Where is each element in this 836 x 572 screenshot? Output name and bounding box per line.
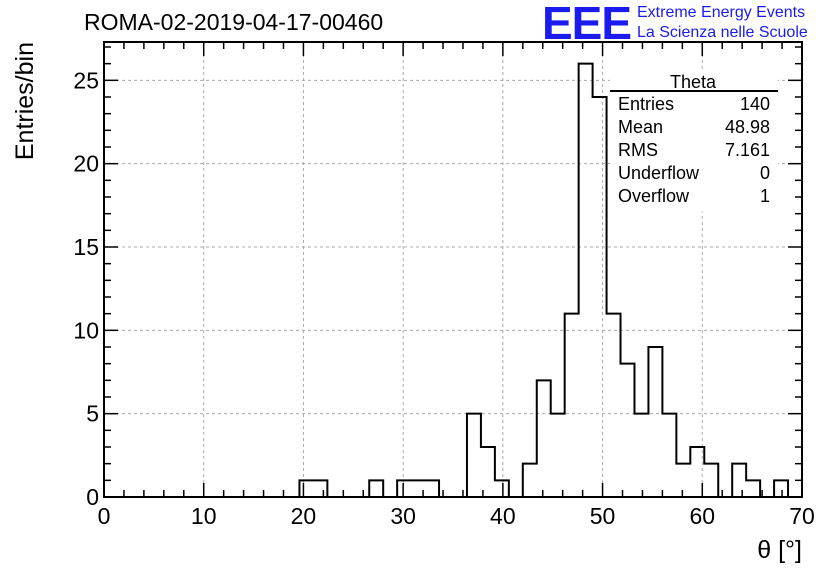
eee-logo: EEE <box>542 0 632 49</box>
stats-box: Theta Entries 140 Mean 48.98 RMS 7.161 Underfl… <box>610 72 778 212</box>
stats-value: 7.161 <box>725 140 770 160</box>
stats-label: Mean <box>618 117 663 137</box>
x-tick-label: 20 <box>291 503 317 529</box>
y-tick-label: 15 <box>73 234 99 260</box>
logo-caption-line2: La Scienza nelle Scuole <box>637 24 808 41</box>
x-tick-label: 40 <box>490 503 516 529</box>
stats-label: Underflow <box>618 163 700 183</box>
y-tick-label: 0 <box>86 484 99 510</box>
grid-lines <box>104 42 802 497</box>
y-tick-label: 5 <box>86 401 99 427</box>
stats-label: Overflow <box>618 186 690 206</box>
plot-title: ROMA-02-2019-04-17-00460 <box>84 9 384 35</box>
stats-value: 140 <box>740 94 770 114</box>
y-tick-label: 10 <box>73 317 99 343</box>
x-tick-label: 30 <box>390 503 416 529</box>
plot-frame <box>103 41 803 498</box>
y-tick-label: 20 <box>73 151 99 177</box>
x-axis-title: θ [°] <box>757 536 802 564</box>
x-tick-label: 10 <box>191 503 217 529</box>
stats-value: 1 <box>760 186 770 206</box>
stats-rows: Entries 140 Mean 48.98 RMS 7.161 Underflow 0 Ove… <box>618 94 770 206</box>
stats-box-title: Theta <box>670 72 717 92</box>
x-tick-label: 60 <box>689 503 715 529</box>
y-tick-label: 25 <box>73 67 99 93</box>
stats-label: Entries <box>618 94 674 114</box>
y-axis-title: Entries/bin <box>11 42 39 160</box>
x-tick-label: 0 <box>98 503 111 529</box>
stats-label: RMS <box>618 140 658 160</box>
stats-value: 48.98 <box>725 117 770 137</box>
stats-value: 0 <box>760 163 770 183</box>
x-tick-label: 70 <box>789 503 815 529</box>
axis-ticks <box>103 42 803 498</box>
stats-box-background <box>610 72 778 212</box>
logo-caption-line1: Extreme Energy Events <box>637 4 806 21</box>
x-tick-label: 50 <box>590 503 616 529</box>
